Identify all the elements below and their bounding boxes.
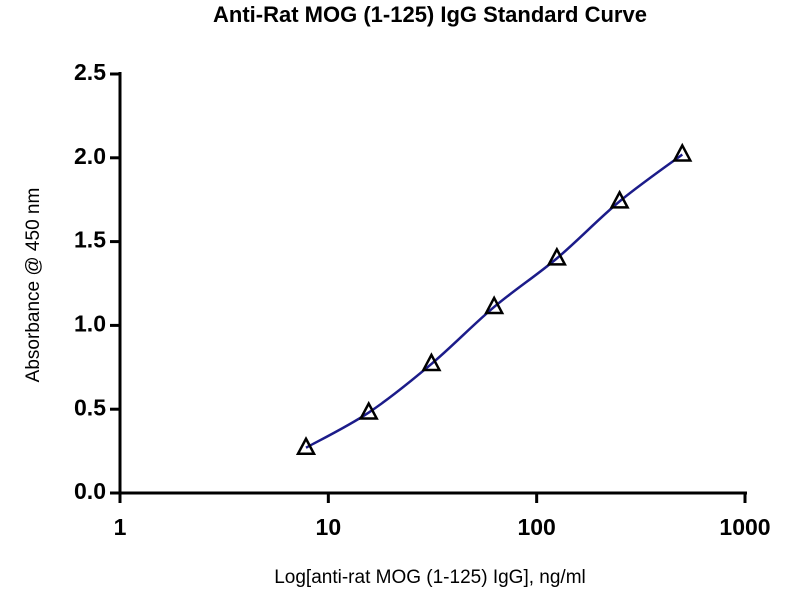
x-tick-label: 100 xyxy=(517,514,555,540)
point xyxy=(546,246,567,266)
y-tick-label: 2.5 xyxy=(74,59,106,85)
x-tick-label: 10 xyxy=(316,514,342,540)
chart-title: Anti-Rat MOG (1-125) IgG Standard Curve xyxy=(213,2,647,27)
y-axis-label: Absorbance @ 450 nm xyxy=(23,188,44,383)
y-tick-label: 2.0 xyxy=(74,143,106,169)
point xyxy=(609,189,630,209)
point xyxy=(358,400,379,420)
point xyxy=(672,142,693,162)
y-tick-label: 0.0 xyxy=(74,478,106,504)
point xyxy=(421,352,442,372)
y-tick-label: 1.5 xyxy=(74,227,106,253)
x-tick-label: 1 xyxy=(114,514,127,540)
point xyxy=(484,295,505,315)
x-tick-label: 1000 xyxy=(719,514,770,540)
curve xyxy=(305,153,684,449)
point xyxy=(295,436,317,455)
x-axis-label: Log[anti-rat MOG (1-125) IgG], ng/ml xyxy=(274,567,586,588)
y-tick-label: 1.0 xyxy=(74,310,106,336)
y-tick-label: 0.5 xyxy=(74,394,106,420)
